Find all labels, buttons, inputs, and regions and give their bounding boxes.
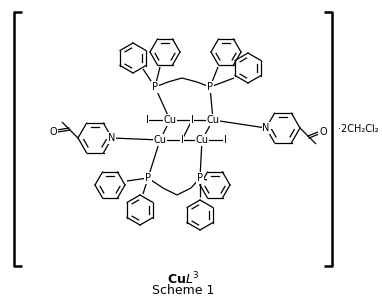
Text: I: I <box>181 135 183 145</box>
Text: P: P <box>197 173 203 183</box>
Text: P: P <box>207 82 213 92</box>
Text: N: N <box>108 133 116 143</box>
Text: Cu: Cu <box>196 135 209 145</box>
Text: Cu: Cu <box>163 115 176 125</box>
Text: Cu: Cu <box>154 135 167 145</box>
Text: O: O <box>49 127 57 137</box>
Text: Cu: Cu <box>207 115 220 125</box>
Text: O: O <box>319 127 327 137</box>
Text: P: P <box>145 173 151 183</box>
Text: I: I <box>223 135 227 145</box>
Text: I: I <box>146 115 149 125</box>
Text: ·2CH₂Cl₂: ·2CH₂Cl₂ <box>338 124 379 134</box>
Text: $\mathbf{Cu}\mathit{L}^{3}$: $\mathbf{Cu}\mathit{L}^{3}$ <box>167 271 199 287</box>
Text: P: P <box>152 82 158 92</box>
Text: I: I <box>191 115 193 125</box>
Text: Scheme 1: Scheme 1 <box>152 284 214 296</box>
Text: N: N <box>262 123 270 133</box>
